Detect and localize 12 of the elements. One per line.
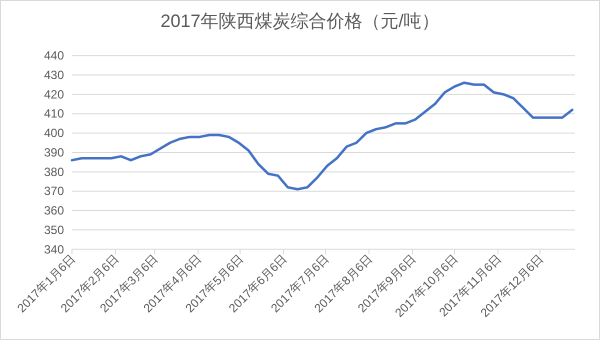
y-tick-label: 390 [44, 145, 64, 160]
chart-title: 2017年陕西煤炭综合价格（元/吨） [160, 11, 440, 31]
y-tick-label: 370 [44, 184, 64, 198]
y-tick-label: 420 [44, 87, 64, 102]
y-tick-label: 430 [44, 68, 64, 82]
y-tick-label: 380 [44, 164, 64, 179]
y-tick-label: 340 [44, 242, 64, 256]
y-tick-label: 360 [44, 204, 64, 218]
y-tick-label: 440 [44, 48, 64, 63]
y-tick-label: 410 [44, 106, 64, 121]
y-tick-label: 400 [44, 126, 64, 140]
y-tick-label: 350 [44, 222, 64, 237]
